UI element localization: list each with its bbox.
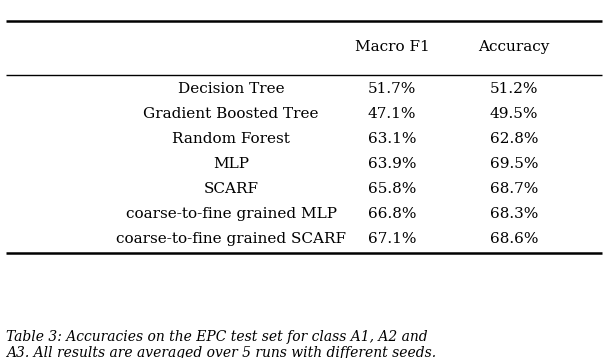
Text: coarse-to-fine grained MLP: coarse-to-fine grained MLP <box>125 207 337 221</box>
Text: 68.6%: 68.6% <box>489 232 538 246</box>
Text: 51.7%: 51.7% <box>368 82 416 96</box>
Text: MLP: MLP <box>213 157 249 171</box>
Text: 63.1%: 63.1% <box>368 132 416 146</box>
Text: 47.1%: 47.1% <box>368 107 416 121</box>
Text: 67.1%: 67.1% <box>368 232 416 246</box>
Text: 68.7%: 68.7% <box>489 182 538 196</box>
Text: 63.9%: 63.9% <box>368 157 416 171</box>
Text: Random Forest: Random Forest <box>172 132 290 146</box>
Text: Decision Tree: Decision Tree <box>178 82 285 96</box>
Text: Gradient Boosted Tree: Gradient Boosted Tree <box>143 107 319 121</box>
Text: 65.8%: 65.8% <box>368 182 416 196</box>
Text: 69.5%: 69.5% <box>489 157 538 171</box>
Text: 62.8%: 62.8% <box>489 132 538 146</box>
Text: Accuracy: Accuracy <box>478 40 550 54</box>
Text: 68.3%: 68.3% <box>489 207 538 221</box>
Text: 49.5%: 49.5% <box>489 107 538 121</box>
Text: Table 3: Accuracies on the EPC test set for class A1, A2 and
A3. All results are: Table 3: Accuracies on the EPC test set … <box>6 330 436 358</box>
Text: 51.2%: 51.2% <box>489 82 538 96</box>
Text: coarse-to-fine grained SCARF: coarse-to-fine grained SCARF <box>116 232 346 246</box>
Text: Macro F1: Macro F1 <box>355 40 429 54</box>
Text: 66.8%: 66.8% <box>368 207 416 221</box>
Text: SCARF: SCARF <box>204 182 258 196</box>
